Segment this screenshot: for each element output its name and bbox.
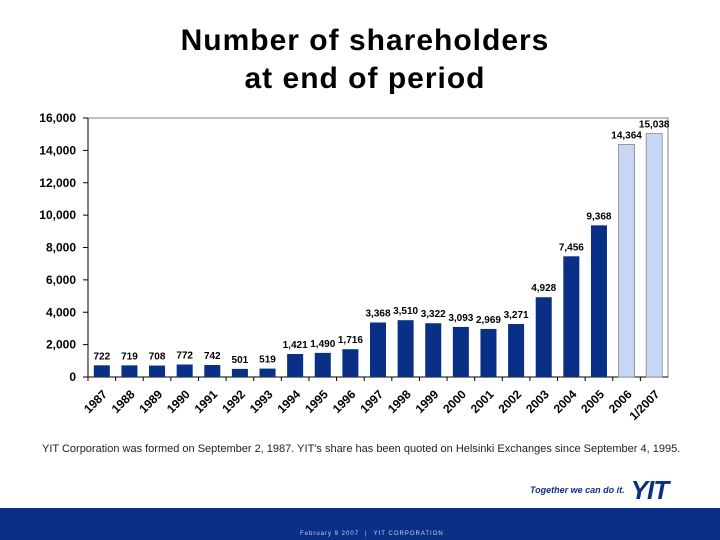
chart-title-line-1: Number of shareholders (180, 24, 550, 57)
x-tick-label: 1993 (247, 387, 276, 416)
x-tick-label: 2001 (468, 387, 497, 416)
data-label: 3,093 (448, 313, 473, 324)
y-tick-label: 14,000 (39, 143, 76, 157)
bar (149, 365, 166, 377)
bar (369, 322, 387, 377)
bar (452, 326, 469, 377)
data-label: 3,510 (393, 306, 418, 317)
data-label: 772 (176, 351, 193, 362)
chart-title: Number of shareholders at end of period (0, 22, 720, 98)
y-tick-label: 6,000 (46, 273, 76, 287)
bar (618, 144, 635, 378)
y-tick-label: 2,000 (46, 338, 76, 352)
footer-date: February 9 2007 (300, 531, 360, 537)
y-tick-label: 10,000 (39, 208, 76, 222)
data-label: 9,368 (586, 211, 611, 222)
bar (231, 368, 248, 377)
x-tick-label: 1991 (192, 387, 221, 416)
data-label: 14,364 (611, 130, 642, 141)
x-tick-label: 1996 (330, 387, 359, 416)
x-tick-label: 1995 (302, 387, 331, 416)
x-tick-label: 1989 (136, 387, 165, 416)
y-tick-label: 0 (69, 370, 76, 384)
x-tick-label: 2000 (440, 387, 469, 416)
bar (204, 364, 221, 377)
data-label: 3,322 (421, 309, 446, 320)
data-label: 3,368 (365, 308, 390, 319)
bar (425, 323, 442, 377)
y-tick-label: 16,000 (39, 111, 76, 125)
bar (508, 324, 525, 377)
bar (93, 365, 110, 377)
x-tick-label: 2002 (495, 387, 524, 416)
bar (590, 225, 607, 377)
bar (563, 256, 580, 377)
chart-title-line-2: at end of period (244, 62, 486, 95)
data-label: 2,969 (476, 315, 501, 326)
bar (176, 364, 193, 377)
footer-text: February 9 2007 | YIT CORPORATION (300, 531, 444, 537)
data-label: 742 (204, 351, 221, 362)
y-tick-label: 4,000 (46, 305, 76, 319)
x-tick-label: 1998 (385, 387, 414, 416)
data-label: 708 (149, 352, 166, 363)
bar-chart: 0 2,000 4,000 6,000 8,000 10,000 12,000 14,000 1… (39, 111, 670, 423)
data-label: 7,456 (559, 242, 584, 253)
bar (342, 349, 359, 377)
bar (535, 297, 552, 377)
x-tick-label: 1999 (413, 387, 442, 416)
data-label: 1,716 (338, 335, 363, 346)
x-tick-label: 1997 (357, 387, 386, 416)
data-label: 1,421 (283, 340, 308, 351)
x-tick-label: 2003 (523, 387, 552, 416)
x-tick-label: 1987 (81, 387, 110, 416)
data-label: 722 (93, 351, 110, 362)
bar (259, 368, 276, 377)
logo-wordmark: YIT (630, 475, 669, 505)
data-label: 519 (259, 355, 276, 366)
y-tick-label: 8,000 (46, 241, 76, 255)
x-tick-label: 1988 (109, 387, 138, 416)
bar (397, 320, 414, 377)
footer-bar (0, 508, 720, 540)
data-label: 1,490 (310, 339, 335, 350)
logo-slogan: Together we can do it. (530, 485, 625, 495)
x-tick-label: 2004 (551, 387, 580, 416)
x-tick-label: 2005 (578, 387, 607, 416)
footer-company: YIT CORPORATION (373, 531, 444, 537)
data-label: 719 (121, 351, 138, 362)
data-label: 15,038 (639, 120, 670, 131)
bar (121, 365, 138, 377)
footnote: YIT Corporation was formed on September … (42, 443, 681, 455)
data-label: 501 (232, 355, 249, 366)
y-tick-label: 12,000 (39, 176, 76, 190)
data-label: 3,271 (504, 310, 529, 321)
data-label: 4,928 (531, 283, 556, 294)
x-tick-label: 1990 (164, 387, 193, 416)
footer-separator: | (365, 531, 368, 537)
x-tick-label: 1/2007 (626, 387, 662, 423)
x-tick-label: 1992 (219, 387, 248, 416)
bar (480, 328, 497, 377)
bar (287, 353, 304, 377)
bar (645, 133, 663, 378)
yit-logo: Together we can do it. YIT (530, 475, 669, 505)
x-tick-label: 1994 (274, 387, 303, 416)
bar (314, 352, 331, 377)
